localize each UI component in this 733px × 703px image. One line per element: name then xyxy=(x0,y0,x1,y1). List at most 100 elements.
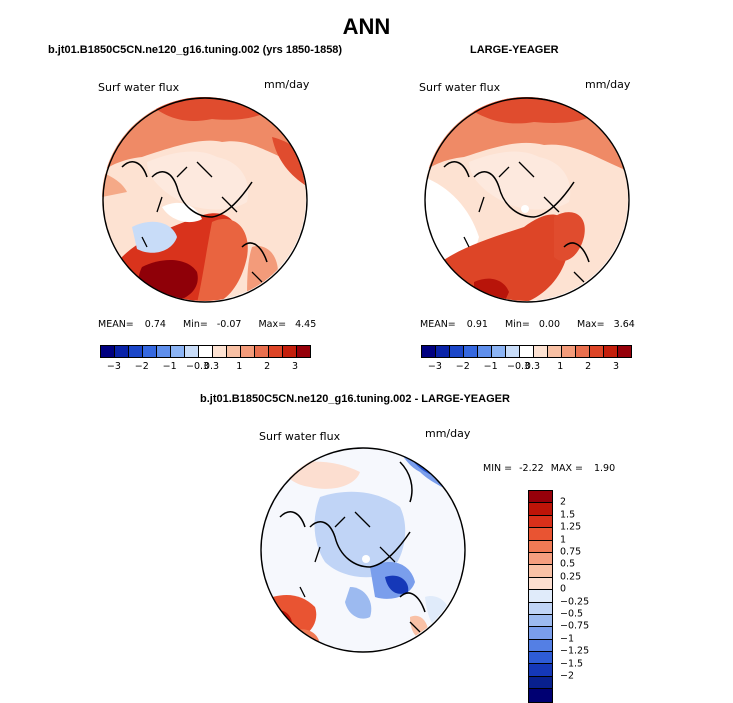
panel3-colorbar-swatch xyxy=(529,639,552,653)
panel2-colorbar-swatch xyxy=(422,346,436,357)
panel2-colorbar-tick-label: 2 xyxy=(585,361,592,372)
panel3-colorbar-label: −2 xyxy=(560,670,575,682)
panel3-stats: MIN = -2.22 MAX = 1.90 xyxy=(483,463,615,474)
panel1-colorbar-tick-label: 3 xyxy=(292,361,299,372)
panel3-subtitle: b.jt01.B1850C5CN.ne120_g16.tuning.002 - … xyxy=(200,393,510,405)
panel2-colorbar-tick-label: −2 xyxy=(455,361,470,372)
panel2-max: 3.64 xyxy=(613,319,635,330)
panel2-colorbar-swatch xyxy=(478,346,492,357)
panel1-subtitle: b.jt01.B1850C5CN.ne120_g16.tuning.002 (y… xyxy=(48,44,343,56)
panel2-colorbar-swatch xyxy=(604,346,618,357)
panel1-colorbar-swatch xyxy=(199,346,213,357)
panel2-min: 0.00 xyxy=(538,319,560,330)
panel3-colorbar-swatch xyxy=(529,614,552,628)
panel2-colorbar-swatch xyxy=(436,346,450,357)
panel2-variable-label: Surf water flux xyxy=(419,81,501,94)
panel1-colorbar-tick-label: −1 xyxy=(162,361,177,372)
panel1-mean: 0.74 xyxy=(144,319,166,330)
panel1-colorbar-swatch xyxy=(129,346,143,357)
panel3-colorbar-label: 1 xyxy=(560,534,567,546)
panel3-colorbar-label: −0.75 xyxy=(560,620,590,632)
panel2-colorbar xyxy=(421,345,632,358)
panel1-colorbar-swatch xyxy=(241,346,255,357)
panel3-colorbar-swatch xyxy=(529,565,552,578)
panel3-min: -2.22 xyxy=(519,463,544,474)
panel1-colorbar-tick-label: −0.3 xyxy=(185,361,210,372)
panel3-colorbar-label: 1.25 xyxy=(560,521,582,533)
panel2-colorbar-ticks: −3 −2 −1 −0.3 0.3 1 2 3 xyxy=(421,361,630,373)
panel2-units-label: mm/day xyxy=(585,78,631,91)
panel3-colorbar-swatch xyxy=(529,528,552,541)
panel3-colorbar-label: −1 xyxy=(560,633,575,645)
panel3-colorbar-swatch xyxy=(529,676,552,690)
panel3-colorbar-label: −0.25 xyxy=(560,596,590,608)
panel2-colorbar-swatch xyxy=(618,346,631,357)
panel1-colorbar-swatch xyxy=(269,346,283,357)
panel1-colorbar-swatch xyxy=(255,346,269,357)
panel1-colorbar-swatch xyxy=(115,346,129,357)
panel1-colorbar-tick-label: −3 xyxy=(106,361,121,372)
panel2-colorbar-tick-label: 1 xyxy=(557,361,564,372)
panel3-max: 1.90 xyxy=(593,463,616,474)
panel1-colorbar-swatch xyxy=(101,346,115,357)
panel2-colorbar-swatch xyxy=(548,346,562,357)
panel1-colorbar-swatch xyxy=(157,346,171,357)
panel3-colorbar-swatch xyxy=(529,627,552,640)
panel3-colorbar-label: 0 xyxy=(560,583,567,595)
panel1-colorbar-swatch xyxy=(143,346,157,357)
panel3-colorbar-label: −1.5 xyxy=(560,658,584,670)
panel2-colorbar-swatch xyxy=(590,346,604,357)
panel2-stats: MEAN= 0.91 Min= 0.00 Max= 3.64 xyxy=(420,319,635,330)
panel3-colorbar-swatch xyxy=(529,577,552,591)
panel1-colorbar-swatch xyxy=(283,346,297,357)
figure-title: ANN xyxy=(342,14,391,39)
panel1-colorbar-tick-label: 2 xyxy=(264,361,271,372)
panel2-min-label: Min= xyxy=(504,319,530,330)
panel2-max-label: Max= xyxy=(577,319,605,330)
panel3-colorbar-swatch xyxy=(529,689,552,702)
panel2-colorbar-tick-label: 3 xyxy=(613,361,620,372)
panel2-colorbar-swatch xyxy=(506,346,520,357)
panel3-colorbar xyxy=(528,490,553,703)
panel1-colorbar xyxy=(100,345,311,358)
panel1-colorbar-swatch xyxy=(185,346,199,357)
panel1-colorbar-swatch xyxy=(171,346,185,357)
panel3-colorbar-label: −1.25 xyxy=(560,645,590,657)
panel3-units-label: mm/day xyxy=(425,427,471,440)
panel2-colorbar-tick-label: −0.3 xyxy=(506,361,531,372)
panel3-colorbar-swatch xyxy=(529,491,552,504)
panel3-max-label: MAX = xyxy=(550,463,583,474)
panel3-colorbar-label: −0.5 xyxy=(560,608,584,620)
panel1-max-label: Max= xyxy=(258,319,287,330)
panel1-mean-label: MEAN= xyxy=(98,319,134,330)
panel3-colorbar-swatch xyxy=(529,652,552,665)
panel2-colorbar-swatch xyxy=(562,346,576,357)
panel3-colorbar-swatch xyxy=(529,664,552,677)
panel2-mean-label: MEAN= xyxy=(420,319,456,330)
panel1-colorbar-ticks: −3 −2 −1 −0.3 0.3 1 2 3 xyxy=(100,361,309,373)
panel2-colorbar-tick-label: −3 xyxy=(427,361,442,372)
panel2-mean: 0.91 xyxy=(466,319,488,330)
panel3-colorbar-swatch xyxy=(529,540,552,553)
panel3-colorbar-label: 0.25 xyxy=(560,571,582,583)
panel1-units-label: mm/day xyxy=(264,78,310,91)
panel1-colorbar-tick-label: 0.3 xyxy=(203,361,220,372)
panel3-colorbar-swatch xyxy=(529,503,552,516)
panel1-max: 4.45 xyxy=(295,319,317,330)
panel3-colorbar-labels: 2 1.5 1.25 1 0.75 0.5 0.25 0 −0.25 −0.5 −0.75 −1 −1.… xyxy=(560,490,620,682)
panel2-subtitle: LARGE-YEAGER xyxy=(470,44,559,56)
panel1-colorbar-swatch xyxy=(227,346,241,357)
panel1-polar-map xyxy=(102,97,308,303)
panel2-colorbar-swatch xyxy=(450,346,464,357)
panel1-colorbar-tick-label: 1 xyxy=(236,361,243,372)
panel1-min: -0.07 xyxy=(216,319,242,330)
panel3-colorbar-swatch xyxy=(529,552,552,566)
panel3-colorbar-swatch xyxy=(529,515,552,529)
panel3-min-label: MIN = xyxy=(483,463,513,474)
panel1-colorbar-swatch xyxy=(297,346,310,357)
panel2-colorbar-swatch xyxy=(576,346,590,357)
panel1-stats: MEAN= 0.74 Min= -0.07 Max= 4.45 xyxy=(98,319,316,330)
panel2-colorbar-swatch xyxy=(520,346,534,357)
panel2-colorbar-tick-label: −1 xyxy=(483,361,498,372)
panel1-colorbar-tick-label: −2 xyxy=(134,361,149,372)
